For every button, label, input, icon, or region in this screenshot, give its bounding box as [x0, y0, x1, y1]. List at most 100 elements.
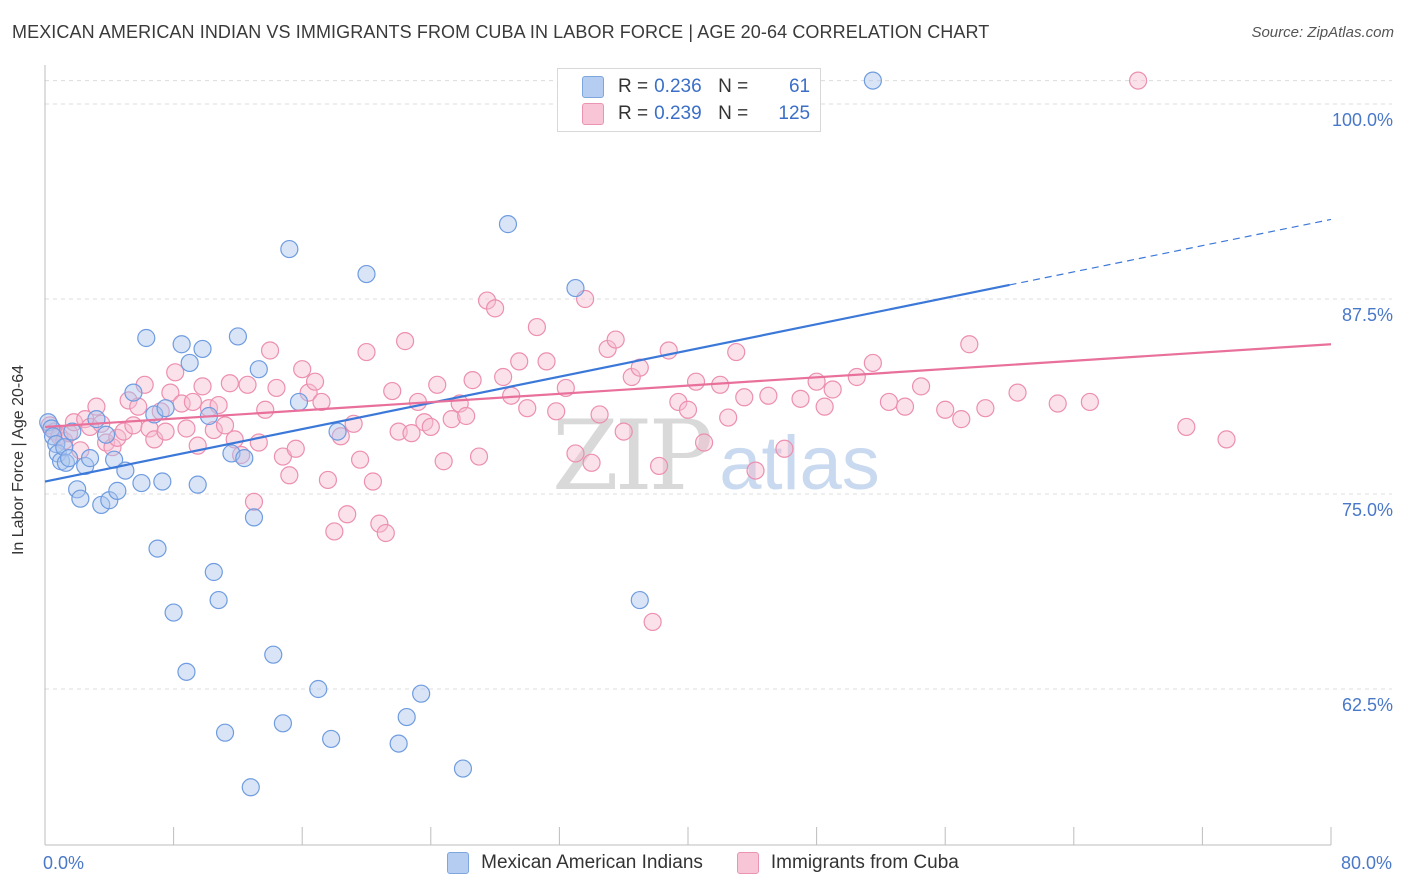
- y-tick-labels: 100.0% 87.5% 75.0% 62.5%: [1332, 110, 1393, 715]
- legend-n-label: N =: [718, 76, 749, 97]
- cuba-immigrant-point: [215, 416, 235, 435]
- cuba-immigrant-point: [606, 330, 625, 349]
- mexican-american-indian-point: [322, 729, 341, 749]
- cuba-immigrant-point: [759, 386, 778, 405]
- cuba-immigrant-point: [383, 381, 402, 401]
- mexican-american-indian-point: [108, 481, 127, 500]
- cuba-immigrant-point: [318, 470, 338, 490]
- cuba-immigrant-point: [643, 612, 662, 632]
- cuba-immigrant-point: [421, 417, 440, 437]
- mexican-american-indian-point: [132, 473, 151, 493]
- cuba-immigrant-point: [791, 389, 810, 408]
- legend-n-value: 125: [778, 103, 811, 124]
- cuba-immigrant-point: [879, 392, 899, 412]
- mexican-american-indian-point: [235, 449, 254, 468]
- legend-item-immigrants-from-cuba[interactable]: Immigrants from Cuba: [736, 852, 959, 874]
- cuba-immigrant-point: [582, 453, 601, 472]
- legend-series-name: Immigrants from Cuba: [770, 852, 959, 873]
- cuba-immigrant-point: [1177, 417, 1196, 437]
- mexican-american-indian-point: [80, 449, 100, 468]
- mexican-american-indian-point: [209, 590, 228, 610]
- mexican-american-indian-point: [280, 239, 299, 259]
- cuba-immigrant-point: [177, 419, 196, 438]
- cuba-immigrant-point: [614, 422, 633, 441]
- cuba-immigrant-point: [267, 378, 286, 398]
- trend-layer: [44, 218, 1332, 483]
- mexican-american-indian-point: [55, 438, 74, 457]
- mexican-american-indian-point: [193, 339, 212, 359]
- cuba-immigrant-point: [847, 367, 866, 387]
- cuba-immigrant-point: [486, 299, 505, 318]
- cuba-immigrant-point: [630, 358, 649, 377]
- cuba-immigrant-point: [863, 353, 882, 373]
- cuba-immigrant-point: [183, 392, 202, 412]
- cuba-immigrant-point: [370, 514, 389, 533]
- cuba-immigrant-point: [669, 392, 688, 412]
- cuba-immigrant-point: [727, 342, 746, 362]
- cuba-immigrant-point: [1080, 392, 1099, 412]
- cuba-immigrant-point: [338, 505, 357, 524]
- mexican-american-indian-point: [412, 684, 431, 703]
- mexican-american-indian-point: [180, 353, 199, 373]
- cuba-immigrant-point: [286, 439, 305, 458]
- mexican-american-indian-point: [63, 422, 82, 441]
- legend-r-value: 0.236: [654, 76, 702, 97]
- y-tick-label: 100.0%: [1332, 110, 1393, 130]
- points-layer: [39, 71, 1236, 797]
- cuba-immigrant-point: [686, 372, 706, 391]
- cuba-immigrant-point: [960, 335, 979, 354]
- cuba-immigrant-point: [469, 447, 489, 466]
- cuba-immigrant-point: [694, 433, 714, 452]
- mexican-american-indian-point: [249, 360, 268, 379]
- cuba-immigrant-point: [363, 472, 383, 491]
- mexican-american-indian-point: [273, 714, 293, 733]
- legend-r-label: R =: [618, 76, 649, 97]
- mexican-american-indian-point: [453, 759, 473, 778]
- legend-swatch-pink: [736, 852, 759, 874]
- legend-series-name: Mexican American Indians: [481, 852, 703, 873]
- y-axis-label: In Labor Force | Age 20-64: [10, 364, 27, 556]
- y-tick-label: 62.5%: [1342, 695, 1393, 715]
- x-tick-label-min: 0.0%: [43, 853, 85, 873]
- mexican-american-indian-point: [498, 215, 518, 234]
- source-label: Source: ZipAtlas.com: [1251, 24, 1394, 41]
- cuba-immigrant-point: [815, 397, 834, 416]
- mexican-american-indian-point: [289, 392, 309, 412]
- cuba-immigrant-point: [305, 372, 325, 391]
- legend-n-value: 61: [788, 76, 811, 97]
- cuba-immigrant-point: [204, 420, 223, 440]
- mexican-american-indian-point: [60, 449, 79, 468]
- cuba-immigrant-point: [434, 452, 453, 471]
- cuba-immigrant-point: [193, 377, 212, 396]
- cuba-immigrant-point: [376, 523, 395, 543]
- cuba-immigrant-point: [357, 342, 376, 362]
- cuba-immigrant-point: [518, 399, 537, 418]
- cuba-immigrant-point: [325, 522, 344, 541]
- cuba-immigrant-point: [256, 400, 275, 419]
- stats-legend: R = 0.236 N = 61 R = 0.239 N = 125: [557, 68, 821, 132]
- cuba-immigrant-point: [428, 375, 447, 394]
- cuba-immigrant-point: [895, 397, 915, 416]
- mexican-american-indian-point: [264, 645, 283, 664]
- trend-line-mexican-american-indians: [44, 283, 1010, 483]
- cuba-immigrant-point: [280, 466, 299, 485]
- y-tick-label: 87.5%: [1342, 305, 1393, 325]
- cuba-immigrant-point: [457, 406, 476, 426]
- cuba-immigrant-point: [1128, 71, 1148, 90]
- mexican-american-indian-point: [566, 278, 585, 298]
- cuba-immigrant-point: [260, 341, 280, 360]
- series-legend: Mexican American Indians Immigrants from…: [0, 852, 1406, 874]
- legend-r-label: R =: [618, 103, 649, 124]
- axis-layer: [44, 65, 1332, 846]
- legend-swatch-blue: [447, 852, 470, 874]
- chart-title: MEXICAN AMERICAN INDIAN VS IMMIGRANTS FR…: [12, 22, 990, 42]
- legend-item-mexican-american-indians[interactable]: Mexican American Indians: [447, 852, 703, 874]
- cuba-immigrant-point: [590, 405, 609, 424]
- mexican-american-indian-point: [96, 425, 116, 444]
- cuba-immigrant-point: [220, 374, 239, 393]
- cuba-immigrant-point: [299, 383, 318, 402]
- cuba-immigrant-point: [129, 397, 148, 416]
- trend-line-extension: [1009, 218, 1332, 286]
- legend-r-value: 0.239: [654, 103, 702, 124]
